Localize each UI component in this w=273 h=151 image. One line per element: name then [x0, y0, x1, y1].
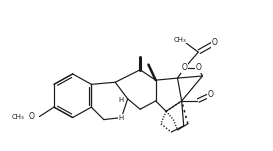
- Text: O: O: [212, 38, 218, 47]
- Text: O: O: [28, 112, 34, 121]
- Text: O: O: [208, 90, 214, 99]
- Text: H: H: [119, 115, 124, 120]
- Text: CH₃: CH₃: [173, 37, 186, 43]
- Text: CH₃: CH₃: [11, 114, 24, 119]
- Text: H: H: [119, 97, 124, 103]
- Text: O: O: [195, 63, 201, 72]
- Text: O: O: [182, 63, 188, 72]
